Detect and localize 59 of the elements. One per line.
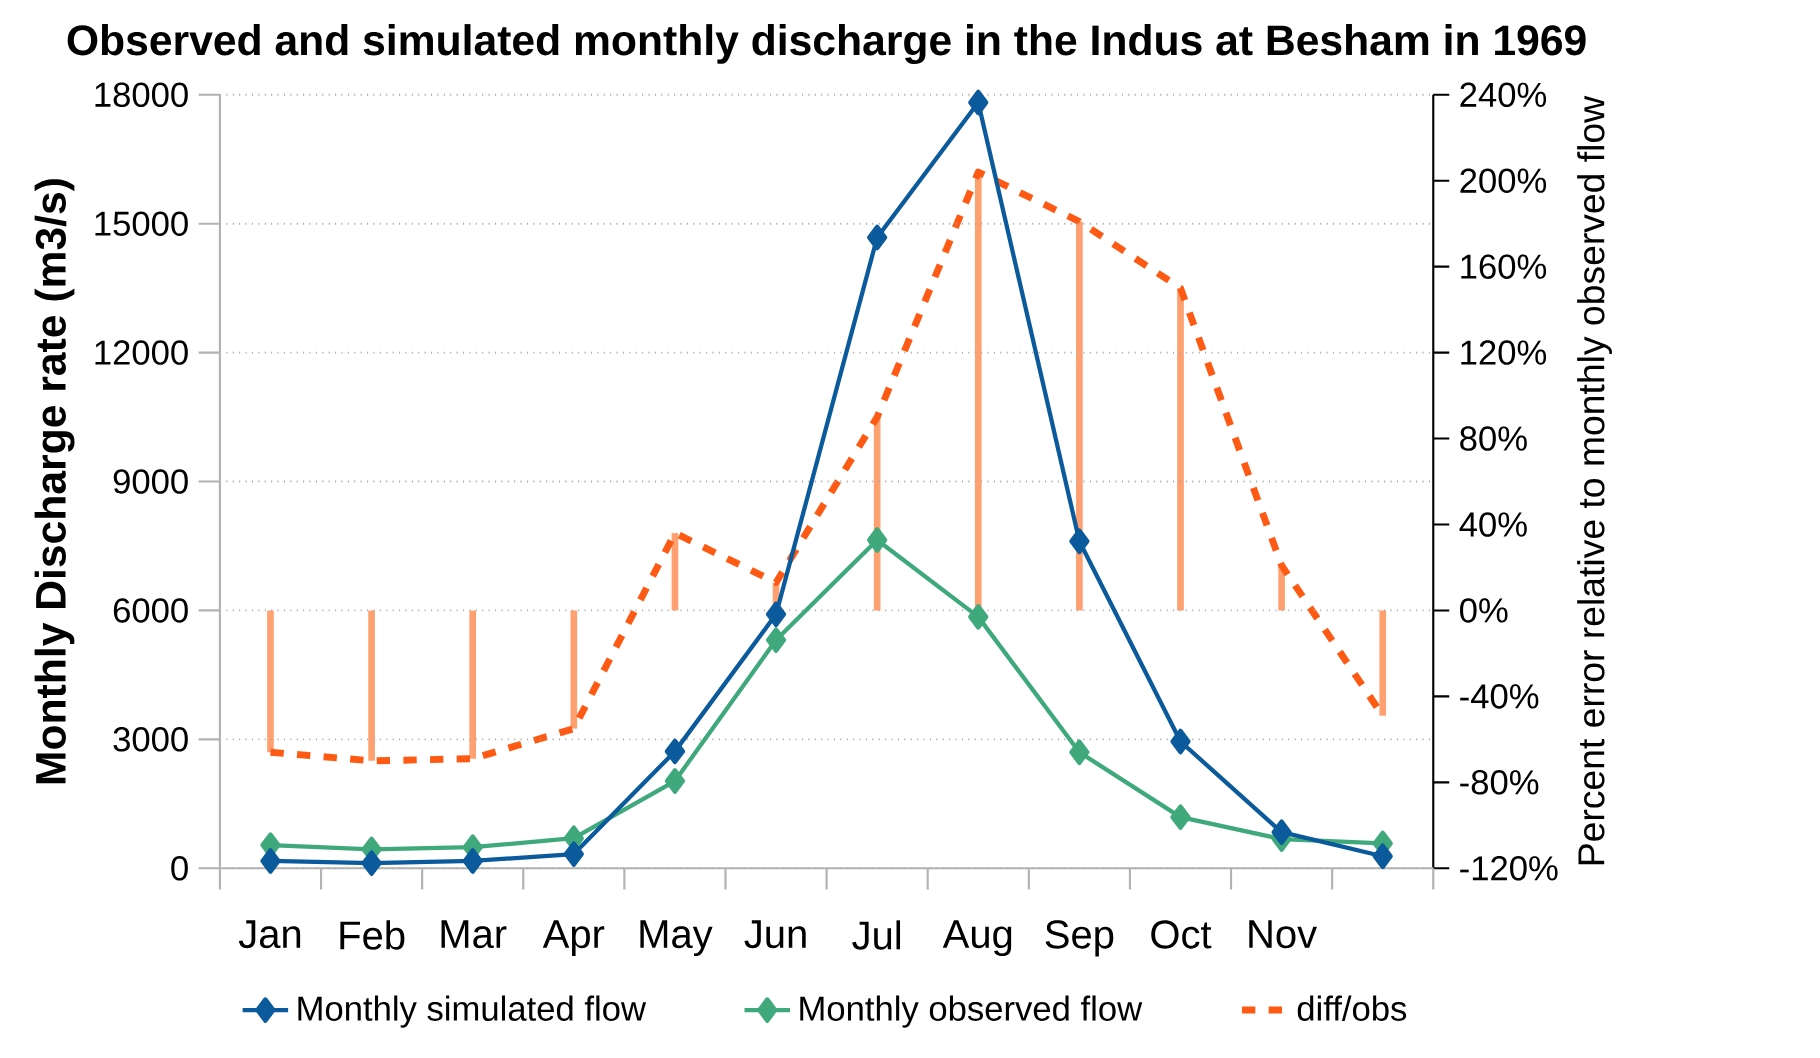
point xyxy=(361,850,382,876)
y2-tick-label: -120% xyxy=(1460,856,1558,881)
point xyxy=(1271,819,1292,846)
point xyxy=(1170,804,1191,830)
y-tick-label: 15000 xyxy=(95,211,188,237)
x-tick-label: Jan xyxy=(238,920,301,949)
bar xyxy=(1076,221,1083,611)
point xyxy=(1069,739,1090,766)
y2-tick-label: -40% xyxy=(1460,684,1539,709)
bar xyxy=(1177,288,1184,611)
point xyxy=(563,841,584,867)
legend-label: Monthly simulated flow xyxy=(298,995,647,1028)
y2-axis-title: Percent error relative to monthly observed flow xyxy=(1577,95,1612,865)
legend-label: Monthly observed flow xyxy=(800,995,1143,1028)
y2-tick-label: 240% xyxy=(1460,82,1547,108)
point xyxy=(765,601,787,628)
x-tick-label: Jun xyxy=(744,920,806,949)
x-tick-label: Oct xyxy=(1151,920,1212,949)
y2-tick-label: 80% xyxy=(1460,426,1527,451)
point xyxy=(867,224,888,251)
point xyxy=(462,848,483,874)
bar xyxy=(267,610,274,753)
x-tick-label: Feb xyxy=(340,920,405,950)
y-tick-label: 12000 xyxy=(95,340,188,365)
y-tick-label: 0 xyxy=(171,856,188,881)
point xyxy=(664,768,686,794)
point xyxy=(867,527,888,553)
x-tick-label: May xyxy=(640,920,713,957)
point xyxy=(765,627,787,653)
point xyxy=(664,738,686,765)
bar xyxy=(570,610,578,729)
y2-tick-label: 200% xyxy=(1460,168,1547,194)
y-axis-title: Monthly Discharge rate (m3/s) xyxy=(34,179,75,784)
y-tick-label: 9000 xyxy=(113,469,188,494)
x-tick-label: Apr xyxy=(542,920,605,957)
y2-tick-label: -80% xyxy=(1460,770,1539,795)
y2-tick-label: 40% xyxy=(1459,512,1527,537)
y2-tick-label: 120% xyxy=(1461,340,1547,365)
point xyxy=(968,604,989,630)
x-tick-label: Nov xyxy=(1249,920,1317,949)
bar xyxy=(368,610,375,761)
point xyxy=(1069,528,1090,555)
bar xyxy=(1379,610,1387,716)
point xyxy=(260,848,281,874)
y-tick-label: 6000 xyxy=(113,598,188,623)
point xyxy=(968,89,989,116)
x-tick-label: Jul xyxy=(852,920,901,950)
y2-tick-label: 0% xyxy=(1460,598,1508,623)
x-tick-label: Mar xyxy=(441,920,507,949)
y2-tick-label: 160% xyxy=(1461,254,1547,279)
y-tick-label: 3000 xyxy=(113,727,188,752)
y-tick-label: 18000 xyxy=(95,82,188,108)
x-tick-label: Aug xyxy=(942,920,1012,957)
x-tick-label: Sep xyxy=(1045,920,1114,957)
point xyxy=(1170,728,1191,755)
chart-title: Observed and simulated monthly discharge in the Indus at Besham in 1969 xyxy=(67,24,1586,65)
point xyxy=(1372,843,1393,870)
bar xyxy=(469,610,477,759)
legend-label: diff/obs xyxy=(1297,995,1407,1021)
